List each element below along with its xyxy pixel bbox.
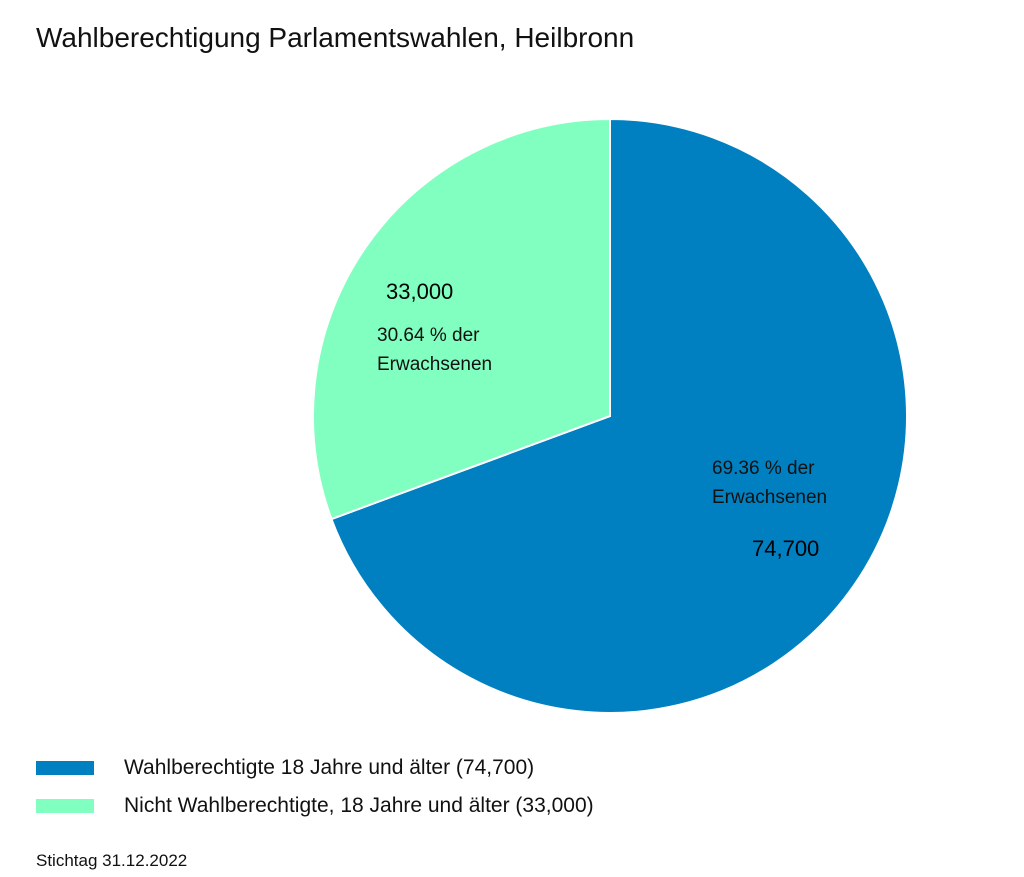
pie-chart: 69.36 % der Erwachsenen 74,700 33,000 30…: [312, 117, 908, 714]
legend-swatch-nicht-wahlberechtigte: [36, 799, 94, 813]
legend-swatch-wahlberechtigte: [36, 761, 94, 775]
slice-percent-label-nicht-wahlberechtigte-line1: 30.64 % der: [377, 325, 480, 346]
slice-percent-label-wahlberechtigte-line1: 69.36 % der: [712, 458, 815, 479]
slice-percent-label-nicht-wahlberechtigte-line2: Erwachsenen: [377, 354, 492, 375]
pie-slice-nicht-wahlberechtigte: [312, 117, 611, 521]
pie-slice-wahlberechtigte: [330, 117, 908, 714]
slice-value-label-wahlberechtigte: 74,700: [752, 536, 819, 561]
legend-label-nicht-wahlberechtigte: Nicht Wahlberechtigte, 18 Jahre und älte…: [124, 794, 594, 817]
legend-item-nicht-wahlberechtigte: Nicht Wahlberechtigte, 18 Jahre und älte…: [36, 794, 594, 817]
chart-legend: Wahlberechtigte 18 Jahre und älter (74,7…: [36, 756, 594, 834]
slice-value-label-nicht-wahlberechtigte: 33,000: [386, 279, 453, 304]
footnote-reference-date: Stichtag 31.12.2022: [36, 851, 188, 870]
legend-label-wahlberechtigte: Wahlberechtigte 18 Jahre und älter (74,7…: [124, 756, 535, 779]
legend-item-wahlberechtigte: Wahlberechtigte 18 Jahre und älter (74,7…: [36, 756, 594, 779]
slice-percent-label-wahlberechtigte-line2: Erwachsenen: [712, 487, 827, 508]
chart-title: Wahlberechtigung Parlamentswahlen, Heilb…: [36, 22, 635, 53]
